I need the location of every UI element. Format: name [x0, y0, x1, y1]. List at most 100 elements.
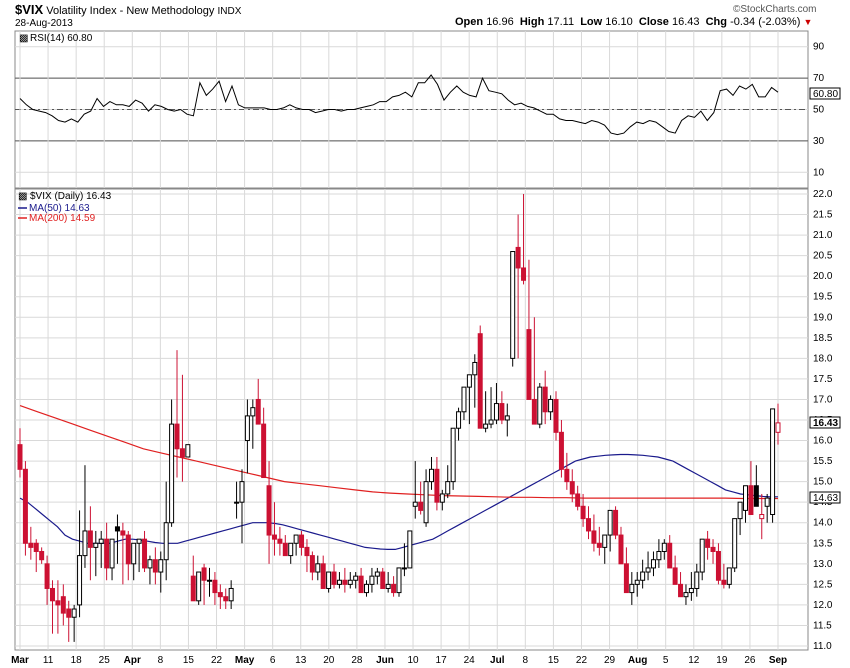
- candlestick: [185, 444, 191, 458]
- price-tick-label: 12.0: [813, 600, 833, 611]
- price-tick-label: 12.5: [813, 579, 833, 590]
- candlestick: [705, 530, 711, 560]
- chg-value: -0.34 (-2.03%): [730, 16, 801, 28]
- candle-body: [369, 575, 375, 585]
- candle-body: [44, 563, 50, 589]
- candle-body: [650, 559, 656, 569]
- candlestick: [66, 600, 72, 642]
- ohlc-summary: Open 16.96 High 17.11 Low 16.10 Close 16…: [455, 16, 812, 28]
- rsi-tick-label: 10: [813, 167, 825, 178]
- candlestick: [710, 539, 716, 564]
- x-tick-label: Jun: [376, 655, 394, 666]
- candlestick: [645, 551, 651, 581]
- x-tick-label: 17: [436, 655, 448, 666]
- price-tick-label: 18.5: [813, 333, 833, 344]
- candle-body: [131, 542, 137, 565]
- x-tick-label: 20: [323, 655, 335, 666]
- candlestick: [623, 547, 629, 594]
- candlestick: [293, 534, 299, 556]
- candle-body: [688, 587, 694, 594]
- close-price-badge: 16.43: [809, 416, 841, 429]
- candlestick: [163, 481, 169, 581]
- rsi-tick-label: 70: [813, 73, 825, 84]
- candlestick: [44, 555, 50, 605]
- price-tick-label: 13.0: [813, 559, 833, 570]
- candle-body: [114, 526, 120, 532]
- ma200-legend: MA(200) 14.59: [29, 213, 96, 224]
- candlestick: [207, 567, 212, 597]
- price-tick-label: 15.5: [813, 456, 833, 467]
- candlestick: [650, 551, 656, 577]
- candlestick: [309, 551, 315, 581]
- candle-body: [694, 571, 700, 589]
- candlestick: [33, 539, 39, 573]
- candle-body: [190, 575, 196, 602]
- candle-body: [239, 481, 245, 503]
- candle-body: [142, 538, 148, 569]
- candle-body: [596, 542, 602, 548]
- candlestick: [591, 514, 597, 552]
- candlestick: [131, 542, 137, 581]
- candlestick: [255, 378, 261, 425]
- x-tick-label: 10: [407, 655, 419, 666]
- candlestick: [250, 399, 256, 449]
- candle-body: [66, 608, 72, 618]
- candle-body: [732, 518, 738, 569]
- candlestick: [120, 522, 126, 585]
- candlestick: [98, 530, 104, 568]
- candle-body: [466, 374, 472, 388]
- chart-date: 28-Aug-2013: [15, 18, 73, 29]
- candlestick: [380, 567, 386, 589]
- ma50-badge: 14.63: [809, 491, 841, 504]
- vix-legend: $VIX (Daily) 16.43: [30, 191, 112, 202]
- candlestick: [223, 588, 229, 610]
- candle-body: [477, 333, 483, 429]
- candlestick: [721, 563, 727, 589]
- candle-body: [93, 542, 99, 548]
- candle-body: [759, 514, 765, 520]
- x-tick-label: 8: [523, 655, 529, 666]
- candlestick: [288, 542, 294, 564]
- candle-body: [152, 559, 158, 573]
- price-tick-label: 17.5: [813, 374, 833, 385]
- candle-body: [396, 567, 402, 594]
- candlestick: [55, 580, 61, 634]
- candlestick: [412, 461, 418, 519]
- price-tick-label: 13.5: [813, 538, 833, 549]
- candlestick: [504, 403, 510, 437]
- candlestick: [17, 428, 23, 478]
- rsi-legend: RSI(14) 60.80: [30, 33, 93, 44]
- candle-body: [580, 505, 586, 520]
- candle-body: [163, 522, 169, 561]
- rsi-value-badge: 60.80: [809, 87, 841, 100]
- candle-body: [217, 592, 223, 598]
- rsi-lines: [19, 74, 779, 136]
- x-tick-label: 15: [548, 655, 560, 666]
- candlestick: [228, 580, 234, 610]
- candle-body: [623, 563, 629, 594]
- candlestick: [239, 469, 245, 544]
- candlestick: [439, 489, 445, 511]
- candle-body: [521, 267, 527, 281]
- candlestick: [558, 420, 564, 478]
- x-tick-label: 26: [744, 655, 756, 666]
- x-tick-label: 24: [464, 655, 476, 666]
- candle-body: [179, 448, 185, 458]
- candle-body: [98, 538, 104, 544]
- candle-body: [255, 398, 261, 425]
- candlestick: [22, 461, 28, 556]
- candle-body: [174, 423, 180, 450]
- x-tick-label: 22: [576, 655, 588, 666]
- candle-body: [483, 423, 489, 429]
- candlestick: [369, 567, 375, 593]
- candlestick: [179, 374, 185, 482]
- x-tick-label: 28: [351, 655, 363, 666]
- rsi-tick-label: 90: [813, 42, 825, 53]
- candle-body: [201, 567, 207, 581]
- candle-body: [250, 407, 256, 417]
- candlestick: [661, 539, 667, 560]
- candle-body: [196, 571, 202, 602]
- candlestick: [466, 374, 472, 425]
- x-tick-label: 25: [99, 655, 111, 666]
